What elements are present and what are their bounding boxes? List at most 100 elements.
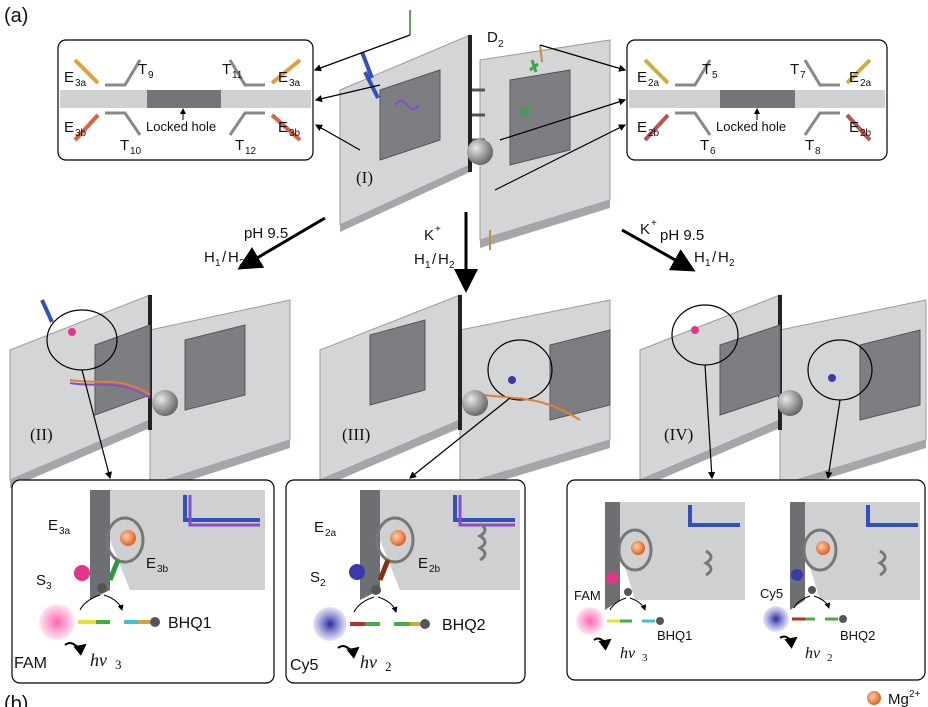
arrow-mid-h1-sub: 1 — [425, 260, 431, 271]
legend-mg-sup: 2+ — [909, 689, 921, 700]
label-t6-sub: 6 — [710, 146, 716, 157]
zoom-ii-hv-sub: 3 — [115, 657, 122, 672]
zoom-iv-hv2: hν — [805, 645, 821, 662]
origami-state-I — [339, 10, 611, 250]
state-label-I: (I) — [356, 168, 373, 187]
zoom-ii-e3a-sub: 3a — [59, 526, 71, 537]
zoom-iii-s2: S — [310, 569, 320, 586]
arrow-right-slash: / — [712, 249, 717, 266]
origami-state-IV — [639, 294, 927, 493]
zoom-iv-cy5: Cy5 — [760, 586, 783, 601]
label-e3b-left-sub: 3b — [75, 128, 87, 139]
zoom-iii-hv: hν — [360, 652, 377, 672]
zoom-iv-hv2-sub: 2 — [827, 652, 833, 664]
origami-state-II — [9, 294, 291, 493]
zoom-box-III — [285, 479, 526, 684]
label-e2b-left-sub: 2b — [648, 128, 660, 139]
zoom-ii-e3b-sub: 3b — [157, 564, 169, 575]
label-t9-sub: 9 — [148, 70, 154, 81]
zoom-ii-s3: S — [36, 572, 46, 589]
label-e3a-right-sub: 3a — [289, 78, 301, 89]
label-locked-hole-left: Locked hole — [146, 119, 216, 134]
zoom-box-II — [11, 479, 275, 684]
arrow-left-ph: pH 9.5 — [244, 225, 288, 242]
reaction-arrows — [237, 212, 696, 293]
zoom-ii-e3b: E — [146, 555, 156, 572]
label-e3b-left: E — [64, 119, 74, 136]
label-e2a-left: E — [637, 69, 647, 86]
zoom-iv-hv3-sub: 3 — [642, 652, 648, 664]
zoom-iii-e2a: E — [314, 519, 324, 536]
panel-label-a: (a) — [4, 5, 28, 27]
label-e2b-right: E — [849, 119, 859, 136]
panel-label-b: (b) — [4, 693, 28, 707]
arrow-mid-k: K — [424, 227, 434, 244]
label-t6: T — [700, 137, 709, 154]
label-e2a-right: E — [849, 69, 859, 86]
arrow-mid-slash: / — [432, 251, 437, 268]
zoom-iii-cy5: Cy5 — [290, 657, 319, 674]
zoom-iv-hv3: hν — [620, 645, 636, 662]
arrow-right-ph: pH 9.5 — [660, 227, 704, 244]
zoom-iii-hv-sub: 2 — [385, 659, 392, 674]
legend-mg: Mg — [888, 691, 909, 707]
label-locked-hole-right: Locked hole — [716, 119, 786, 134]
label-t10-sub: 10 — [130, 146, 142, 157]
zoom-iii-e2a-sub: 2a — [325, 528, 337, 539]
label-t8: T — [805, 137, 814, 154]
zoom-ii-s3-sub: 3 — [46, 581, 52, 592]
mg-ion-icon — [867, 691, 881, 705]
inset-pointers — [313, 34, 627, 191]
state-label-III: (III) — [342, 425, 370, 444]
inset-right — [626, 39, 888, 161]
label-e2a-right-sub: 2a — [860, 78, 872, 89]
origami-state-III — [319, 294, 611, 493]
zoom-iii-e2b: E — [418, 555, 428, 572]
zoom-ii-hv: hν — [90, 650, 107, 670]
label-t7: T — [790, 61, 799, 78]
zoom-iii-e2b-sub: 2b — [429, 564, 441, 575]
label-t5-sub: 5 — [712, 70, 718, 81]
label-e3b-right: E — [278, 119, 288, 136]
arrow-left-h2: H — [228, 249, 239, 266]
label-t10: T — [120, 137, 129, 154]
zoom-iii-bhq: BHQ2 — [442, 617, 486, 634]
arrow-right-k: K — [640, 221, 650, 238]
arrow-right-k-sup: + — [651, 218, 657, 229]
label-t11: T — [222, 61, 231, 78]
label-t12-sub: 12 — [245, 146, 257, 157]
zoom-iv-bhq1: BHQ1 — [657, 628, 692, 643]
arrow-right-h2-sub: 2 — [729, 258, 735, 269]
label-e3a-left-sub: 3a — [75, 78, 87, 89]
label-e2a-left-sub: 2a — [648, 78, 660, 89]
arrow-mid-k-sup: + — [435, 224, 441, 235]
state-label-IV: (IV) — [664, 425, 693, 444]
arrow-mid-h2: H — [438, 251, 449, 268]
arrow-left-slash: / — [222, 249, 227, 266]
label-e3a-right: E — [278, 69, 288, 86]
zoom-ii-e3a: E — [48, 517, 58, 534]
arrow-mid-h1: H — [414, 251, 425, 268]
arrow-right-h1: H — [694, 249, 705, 266]
arrow-right-h2: H — [718, 249, 729, 266]
label-t11-sub: 11 — [232, 70, 243, 81]
state-label-II: (II) — [30, 425, 53, 444]
zoom-iv-bhq2: BHQ2 — [840, 628, 875, 643]
inset-left — [57, 39, 314, 161]
arrow-left-h2-sub: 2 — [239, 258, 245, 269]
label-e3b-right-sub: 3b — [289, 128, 301, 139]
zoom-ii-fam: FAM — [14, 655, 47, 672]
label-d2-sub: 2 — [498, 39, 504, 50]
arrow-right-h1-sub: 1 — [705, 258, 711, 269]
label-e2b-right-sub: 2b — [860, 128, 872, 139]
zoom-iv-fam: FAM — [574, 588, 601, 603]
label-t12: T — [235, 137, 244, 154]
label-e3a-left: E — [64, 69, 74, 86]
zoom-box-IV — [566, 479, 926, 681]
label-t7-sub: 7 — [800, 70, 806, 81]
label-t9: T — [138, 61, 147, 78]
zoom-iii-s2-sub: 2 — [320, 578, 326, 589]
label-t5: T — [702, 61, 711, 78]
